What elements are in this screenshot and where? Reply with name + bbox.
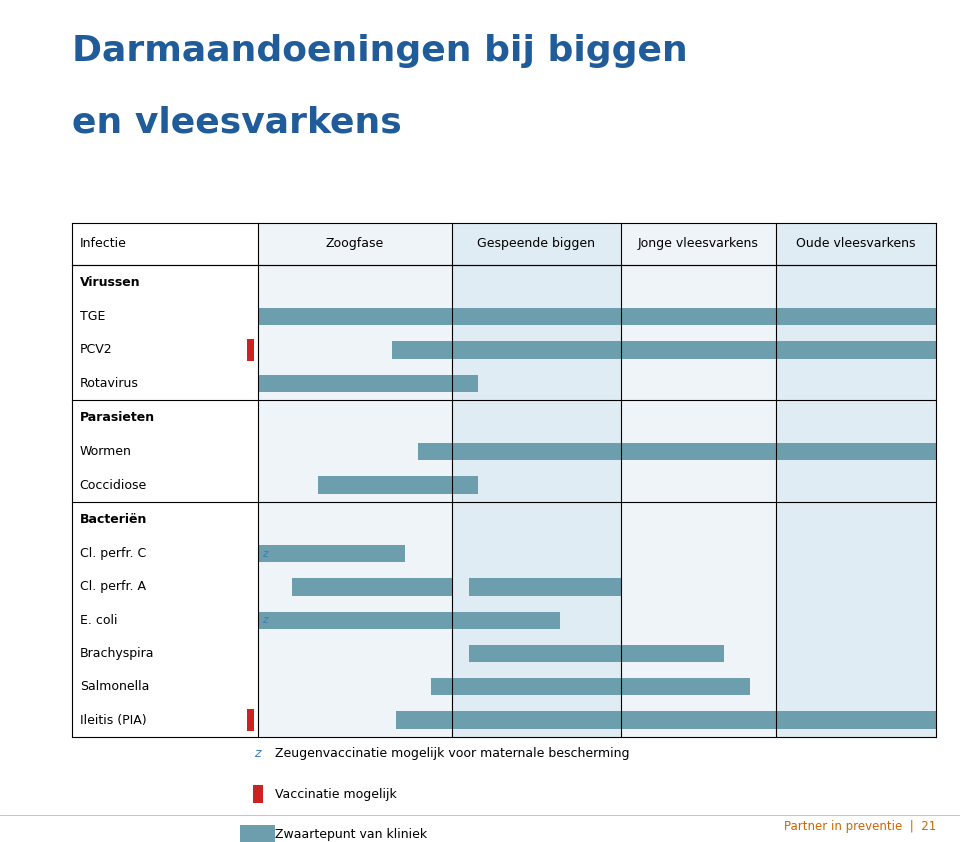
Text: Rotavirus: Rotavirus <box>80 376 138 390</box>
Text: Vaccinatie mogelijk: Vaccinatie mogelijk <box>275 787 396 801</box>
Bar <box>257 545 405 562</box>
Text: Infectie: Infectie <box>80 237 127 250</box>
Bar <box>620 223 776 737</box>
Text: Parasieten: Parasieten <box>80 411 155 424</box>
Text: Ileitis (PIA): Ileitis (PIA) <box>80 714 146 727</box>
Bar <box>452 223 620 737</box>
Text: z: z <box>262 616 268 626</box>
Text: TGE: TGE <box>80 310 105 323</box>
Text: Virussen: Virussen <box>80 276 140 289</box>
Text: z: z <box>254 747 261 760</box>
Bar <box>469 645 724 662</box>
Bar <box>292 578 452 595</box>
Text: Zeugenvaccinatie mogelijk voor maternale bescherming: Zeugenvaccinatie mogelijk voor maternale… <box>275 747 630 760</box>
Text: Brachyspira: Brachyspira <box>80 647 155 660</box>
Text: Salmonella: Salmonella <box>80 680 149 693</box>
Bar <box>247 709 253 731</box>
Bar <box>257 308 936 325</box>
Text: Zwaartepunt van kliniek: Zwaartepunt van kliniek <box>275 828 427 841</box>
Text: Bacteriën: Bacteriën <box>80 513 147 526</box>
Text: Darmaandoeningen bij biggen: Darmaandoeningen bij biggen <box>72 34 687 67</box>
Bar <box>252 785 263 803</box>
Text: z: z <box>262 549 268 558</box>
Text: Coccidiose: Coccidiose <box>80 478 147 492</box>
Bar <box>469 578 620 595</box>
Bar <box>247 339 253 360</box>
Text: Wormen: Wormen <box>80 445 132 458</box>
Text: PCV2: PCV2 <box>80 344 112 356</box>
Bar <box>319 477 478 493</box>
Bar <box>776 223 936 737</box>
Bar <box>257 223 452 737</box>
Text: Partner in preventie  |  21: Partner in preventie | 21 <box>783 820 936 834</box>
Text: Gespeende biggen: Gespeende biggen <box>477 237 595 250</box>
Text: E. coli: E. coli <box>80 614 117 626</box>
Text: Zoogfase: Zoogfase <box>325 237 384 250</box>
Text: Cl. perfr. C: Cl. perfr. C <box>80 547 146 560</box>
Bar <box>430 678 751 695</box>
Bar <box>418 443 936 461</box>
Bar <box>240 825 275 842</box>
Text: Oude vleesvarkens: Oude vleesvarkens <box>797 237 916 250</box>
Text: en vleesvarkens: en vleesvarkens <box>72 105 401 139</box>
Text: Cl. perfr. A: Cl. perfr. A <box>80 580 146 594</box>
Text: Jonge vleesvarkens: Jonge vleesvarkens <box>638 237 758 250</box>
Bar <box>257 375 478 392</box>
Bar <box>392 341 936 359</box>
Bar <box>257 611 560 629</box>
Bar <box>396 711 936 729</box>
